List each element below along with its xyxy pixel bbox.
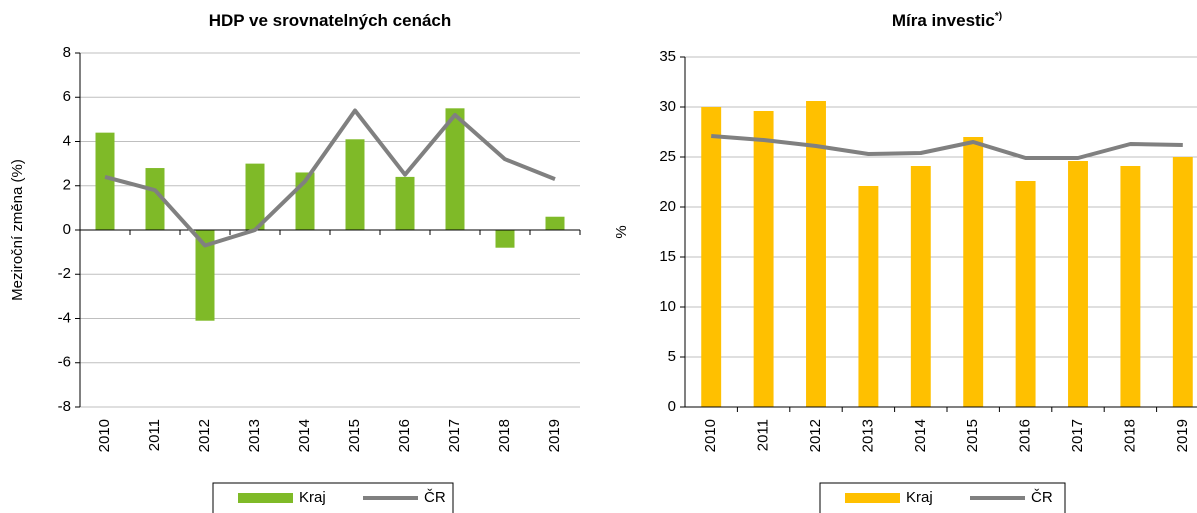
y-tick-label: 25 [659, 148, 676, 165]
bar [545, 216, 565, 230]
bar [1015, 181, 1036, 407]
bar [910, 166, 931, 407]
title-text: HDP ve srovnatelných cenách [209, 11, 452, 30]
y-tick-label: 8 [63, 44, 71, 61]
bar [753, 111, 774, 407]
y-tick-label: -8 [58, 398, 71, 415]
y-tick-label: 2 [63, 177, 71, 194]
x-tick-label: 2014 [912, 419, 929, 452]
y-axis-label: % [613, 225, 630, 238]
x-tick-label: 2012 [196, 419, 213, 452]
x-tick-label: 2010 [96, 419, 113, 452]
x-tick-label: 2015 [964, 419, 981, 452]
x-tick-label: 2017 [1069, 419, 1086, 452]
y-tick-label: 5 [668, 348, 676, 365]
x-tick-label: 2017 [446, 419, 463, 452]
y-tick-label: 4 [63, 132, 71, 149]
chart-title: HDP ve srovnatelných cenách [209, 11, 452, 30]
legend-label: Kraj [906, 489, 933, 506]
bar [701, 107, 722, 407]
x-tick-label: 2011 [146, 419, 163, 451]
x-tick-label: 2010 [702, 419, 719, 452]
x-tick-label: 2018 [1121, 419, 1138, 452]
x-tick-label: 2016 [396, 419, 413, 452]
x-tick-label: 2016 [1017, 419, 1034, 452]
x-tick-label: 2019 [1174, 419, 1191, 452]
title-superscript: *) [995, 11, 1002, 22]
x-tick-label: 2012 [807, 419, 824, 452]
y-tick-label: 0 [668, 398, 676, 415]
x-tick-label: 2015 [346, 419, 363, 452]
legend-swatch [845, 493, 900, 503]
chart-title: Míra investic*) [892, 11, 1002, 31]
line [711, 134, 1183, 160]
legend-label: Kraj [299, 489, 326, 506]
bar [345, 139, 365, 230]
bar [495, 230, 515, 248]
y-tick-label: 30 [659, 98, 676, 115]
x-tick-label: 2014 [296, 419, 313, 452]
title-text: Míra investic [892, 11, 995, 30]
x-tick-label: 2011 [755, 419, 772, 451]
bar [95, 132, 115, 230]
x-tick-label: 2019 [546, 419, 563, 452]
legend-swatch [238, 493, 293, 503]
legend-label: ČR [1031, 489, 1053, 506]
y-tick-label: -6 [58, 354, 71, 371]
bar [1172, 157, 1193, 407]
bar [245, 163, 265, 230]
bar [1068, 161, 1088, 407]
bar [145, 168, 165, 230]
bar [806, 101, 826, 407]
y-tick-label: 6 [63, 88, 71, 105]
y-tick-label: -4 [58, 309, 71, 326]
x-tick-label: 2018 [496, 419, 513, 452]
y-tick-label: 35 [659, 48, 676, 65]
bar [858, 186, 879, 407]
y-tick-label: 10 [659, 298, 676, 315]
bar [195, 230, 215, 321]
y-tick-label: 20 [659, 198, 676, 215]
x-tick-label: 2013 [246, 419, 263, 452]
bar [445, 108, 465, 230]
bar [1120, 166, 1141, 407]
line [104, 108, 556, 248]
y-tick-label: 15 [659, 248, 676, 265]
x-tick-label: 2013 [859, 419, 876, 452]
y-tick-label: 0 [63, 221, 71, 238]
bar [395, 176, 415, 230]
y-axis-label: Meziroční změna (%) [9, 159, 26, 301]
legend-label: ČR [424, 489, 446, 506]
y-tick-label: -2 [58, 265, 71, 282]
bar [963, 137, 984, 407]
